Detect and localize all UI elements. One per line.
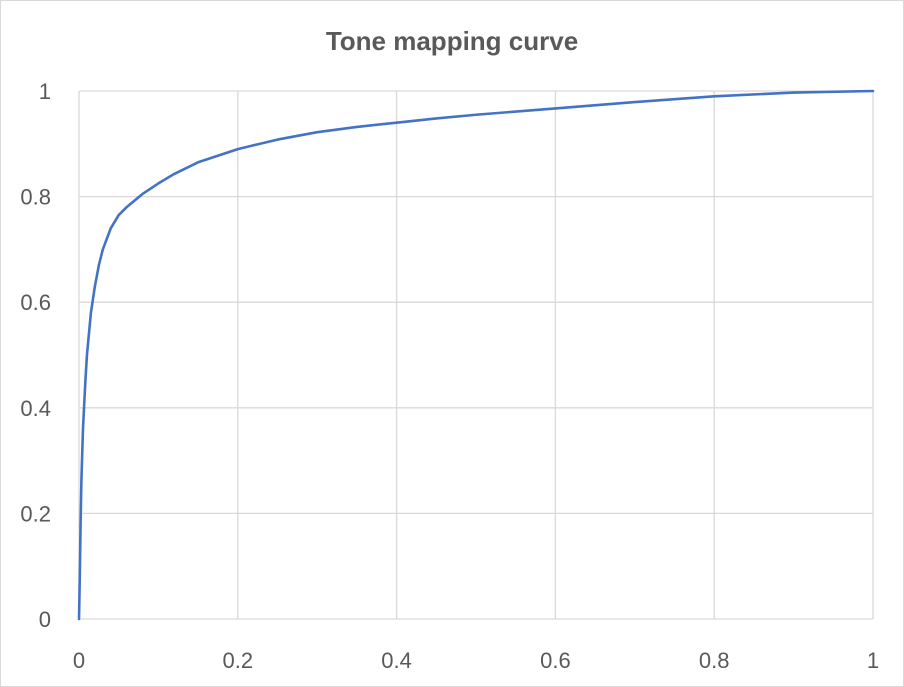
x-tick-label: 0.8 — [699, 648, 730, 673]
y-tick-label: 0 — [39, 607, 51, 632]
y-tick-label: 0.8 — [20, 185, 51, 210]
x-tick-label: 0.6 — [540, 648, 571, 673]
y-tick-label: 1 — [39, 79, 51, 104]
chart-title: Tone mapping curve — [326, 26, 578, 56]
x-tick-label: 0.2 — [223, 648, 254, 673]
x-axis-ticks: 0 0.2 0.4 0.6 0.8 1 — [73, 648, 879, 673]
x-tick-label: 0.4 — [381, 648, 412, 673]
y-tick-label: 0.6 — [20, 290, 51, 315]
x-tick-label: 1 — [867, 648, 879, 673]
grid — [78, 90, 874, 620]
y-axis-ticks: 0 0.2 0.4 0.6 0.8 1 — [20, 79, 51, 632]
series-group — [77, 89, 875, 621]
y-tick-label: 0.2 — [20, 501, 51, 526]
x-tick-label: 0 — [73, 648, 85, 673]
series-line — [77, 89, 875, 621]
y-tick-label: 0.4 — [20, 396, 51, 421]
